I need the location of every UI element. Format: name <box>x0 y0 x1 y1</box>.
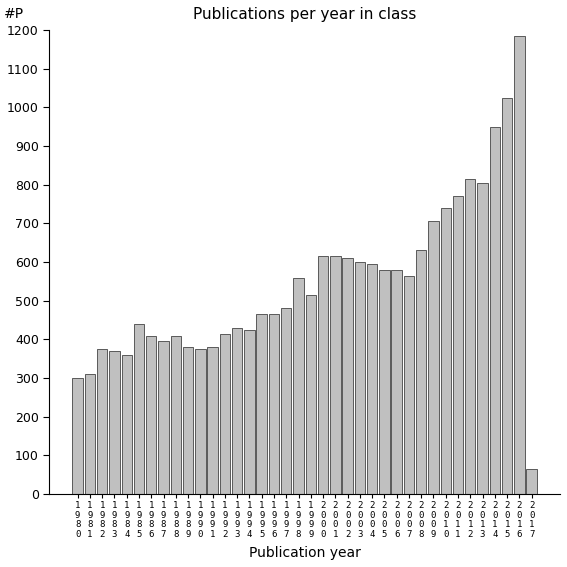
Y-axis label: #P: #P <box>3 7 24 21</box>
Bar <box>293 277 304 494</box>
Bar <box>306 295 316 494</box>
Bar <box>158 341 169 494</box>
Bar <box>84 374 95 494</box>
Bar <box>477 183 488 494</box>
Bar <box>453 196 463 494</box>
Bar <box>97 349 107 494</box>
Bar <box>109 351 120 494</box>
Bar <box>219 333 230 494</box>
Bar <box>171 336 181 494</box>
Bar <box>208 347 218 494</box>
Bar <box>195 349 206 494</box>
Bar <box>354 262 365 494</box>
Bar <box>465 179 476 494</box>
Bar <box>256 314 267 494</box>
Bar <box>342 258 353 494</box>
Bar <box>404 276 414 494</box>
Bar <box>489 127 500 494</box>
Bar <box>514 36 524 494</box>
Bar <box>121 355 132 494</box>
Bar <box>73 378 83 494</box>
Bar <box>281 308 291 494</box>
Bar <box>416 251 426 494</box>
Bar <box>391 270 402 494</box>
X-axis label: Publication year: Publication year <box>249 546 361 560</box>
Bar <box>232 328 242 494</box>
Bar <box>330 256 341 494</box>
Bar <box>441 208 451 494</box>
Bar <box>134 324 144 494</box>
Bar <box>379 270 390 494</box>
Bar <box>502 98 513 494</box>
Bar <box>146 336 156 494</box>
Bar <box>318 256 328 494</box>
Bar <box>428 222 439 494</box>
Bar <box>183 347 193 494</box>
Bar <box>269 314 279 494</box>
Bar <box>244 330 255 494</box>
Bar <box>367 264 378 494</box>
Bar <box>526 469 537 494</box>
Title: Publications per year in class: Publications per year in class <box>193 7 416 22</box>
